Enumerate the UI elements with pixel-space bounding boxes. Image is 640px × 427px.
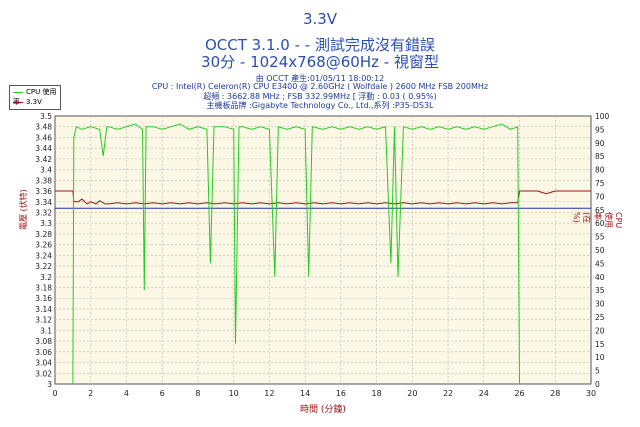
y-tick-label-right: 65 [595, 206, 605, 215]
series-line-cpu [72, 123, 520, 385]
y-tick-label-left: 3.5 [40, 112, 52, 121]
y-tick-label-left: 3.46 [35, 133, 52, 142]
y-tick-label-right: 15 [595, 340, 605, 349]
x-tick-label: 30 [586, 389, 596, 398]
y-tick-label-left: 3.2 [40, 273, 52, 282]
legend-swatch-cpu [13, 91, 23, 93]
plot-area [54, 115, 592, 385]
chart-subtitle-mode: 30分 - 1024x768@60Hz - 視窗型 [201, 53, 439, 71]
y-axis-label-left: 電壓 (伏特) [19, 189, 28, 230]
x-tick-label: 22 [443, 389, 453, 398]
y-tick-label-left: 3.1 [40, 326, 52, 335]
y-tick-label-right: 50 [595, 246, 605, 255]
y-tick-label-left: 3.18 [35, 284, 52, 293]
y-tick-label-left: 3.34 [35, 198, 52, 207]
y-tick-label-left: 3.28 [35, 230, 52, 239]
y-tick-label-left: 3.02 [35, 369, 52, 378]
y-tick-label-right: 80 [595, 166, 605, 175]
y-tick-label-left: 3.22 [35, 262, 52, 271]
x-tick-label: 18 [372, 389, 382, 398]
y-tick-label-right: 55 [595, 233, 605, 242]
legend-item-3v3: 3.3V [13, 97, 42, 107]
y-tick-label-left: 3.06 [35, 348, 52, 357]
y-tick-label-left: 3.08 [35, 337, 52, 346]
y-tick-label-right: 75 [595, 179, 605, 188]
y-tick-label-left: 3.14 [35, 305, 52, 314]
x-tick-label: 4 [124, 389, 129, 398]
y-axis-label-right: CPU 使用率(在 %) [572, 212, 623, 229]
series-line-3v3 [55, 190, 591, 205]
x-tick-label: 24 [479, 389, 489, 398]
y-tick-label-right: 35 [595, 286, 605, 295]
y-tick-label-right: 45 [595, 259, 605, 268]
x-tick-label: 26 [514, 389, 524, 398]
y-tick-label-right: 70 [595, 192, 605, 201]
x-tick-label: 16 [336, 389, 346, 398]
y-tick-label-left: 3.26 [35, 241, 52, 250]
x-tick-label: 0 [52, 389, 57, 398]
y-tick-label-right: 25 [595, 313, 605, 322]
y-tick-label-left: 3.4 [40, 166, 52, 175]
legend-item-cpu: CPU 使用率 [13, 87, 60, 106]
y-tick-label-left: 3.36 [35, 187, 52, 196]
y-tick-label-left: 3.12 [35, 316, 52, 325]
y-tick-label-left: 3.38 [35, 176, 52, 185]
y-tick-label-right: 85 [595, 152, 605, 161]
y-tick-label-right: 40 [595, 273, 605, 282]
x-tick-label: 12 [264, 389, 274, 398]
y-tick-label-right: 60 [595, 219, 605, 228]
y-tick-label-right: 5 [595, 367, 600, 376]
y-tick-label-left: 3.44 [35, 144, 52, 153]
y-tick-label-left: 3 [47, 380, 52, 389]
x-tick-label: 14 [300, 389, 310, 398]
y-tick-label-right: 0 [595, 380, 600, 389]
x-tick-label: 20 [407, 389, 417, 398]
y-tick-label-right: 95 [595, 125, 605, 134]
legend-swatch-3v3 [13, 101, 23, 103]
y-tick-label-left: 3.16 [35, 294, 52, 303]
legend: CPU 使用率 3.3V [9, 85, 61, 110]
y-tick-label-left: 3.42 [35, 155, 52, 164]
cpu-info: CPU : Intel(R) Celeron(R) CPU E3400 @ 2.… [151, 82, 489, 91]
motherboard-info: 主機板品牌 :Gigabyte Technology Co., Ltd.,系列 … [206, 101, 434, 110]
x-axis-label: 時間 (分鐘) [300, 405, 346, 415]
y-tick-label-right: 90 [595, 139, 605, 148]
y-tick-label-right: 100 [595, 112, 610, 121]
x-tick-label: 2 [88, 389, 93, 398]
y-tick-label-right: 30 [595, 300, 605, 309]
generated-info: 由 OCCT 產生:01/05/11 18:00:12 [255, 74, 385, 83]
x-tick-label: 8 [195, 389, 200, 398]
chart-subtitle-app: OCCT 3.1.0 - - 測試完成沒有錯誤 [205, 36, 435, 54]
legend-label-3v3: 3.3V [26, 98, 42, 106]
x-tick-label: 10 [229, 389, 239, 398]
overclock-info: 超頻 : 3662.88 MHz ; FSB 332.99MHz [ 浮動 : … [203, 92, 437, 101]
y-tick-label-left: 3.3 [40, 219, 52, 228]
chart-title: 3.3V [302, 10, 338, 28]
y-tick-label-left: 3.32 [35, 208, 52, 217]
y-tick-label-left: 3.48 [35, 123, 52, 132]
y-tick-label-left: 3.04 [35, 359, 52, 368]
y-tick-label-right: 10 [595, 353, 605, 362]
x-tick-label: 28 [550, 389, 560, 398]
x-tick-label: 6 [160, 389, 165, 398]
y-tick-label-right: 20 [595, 326, 605, 335]
y-tick-label-left: 3.24 [35, 251, 52, 260]
